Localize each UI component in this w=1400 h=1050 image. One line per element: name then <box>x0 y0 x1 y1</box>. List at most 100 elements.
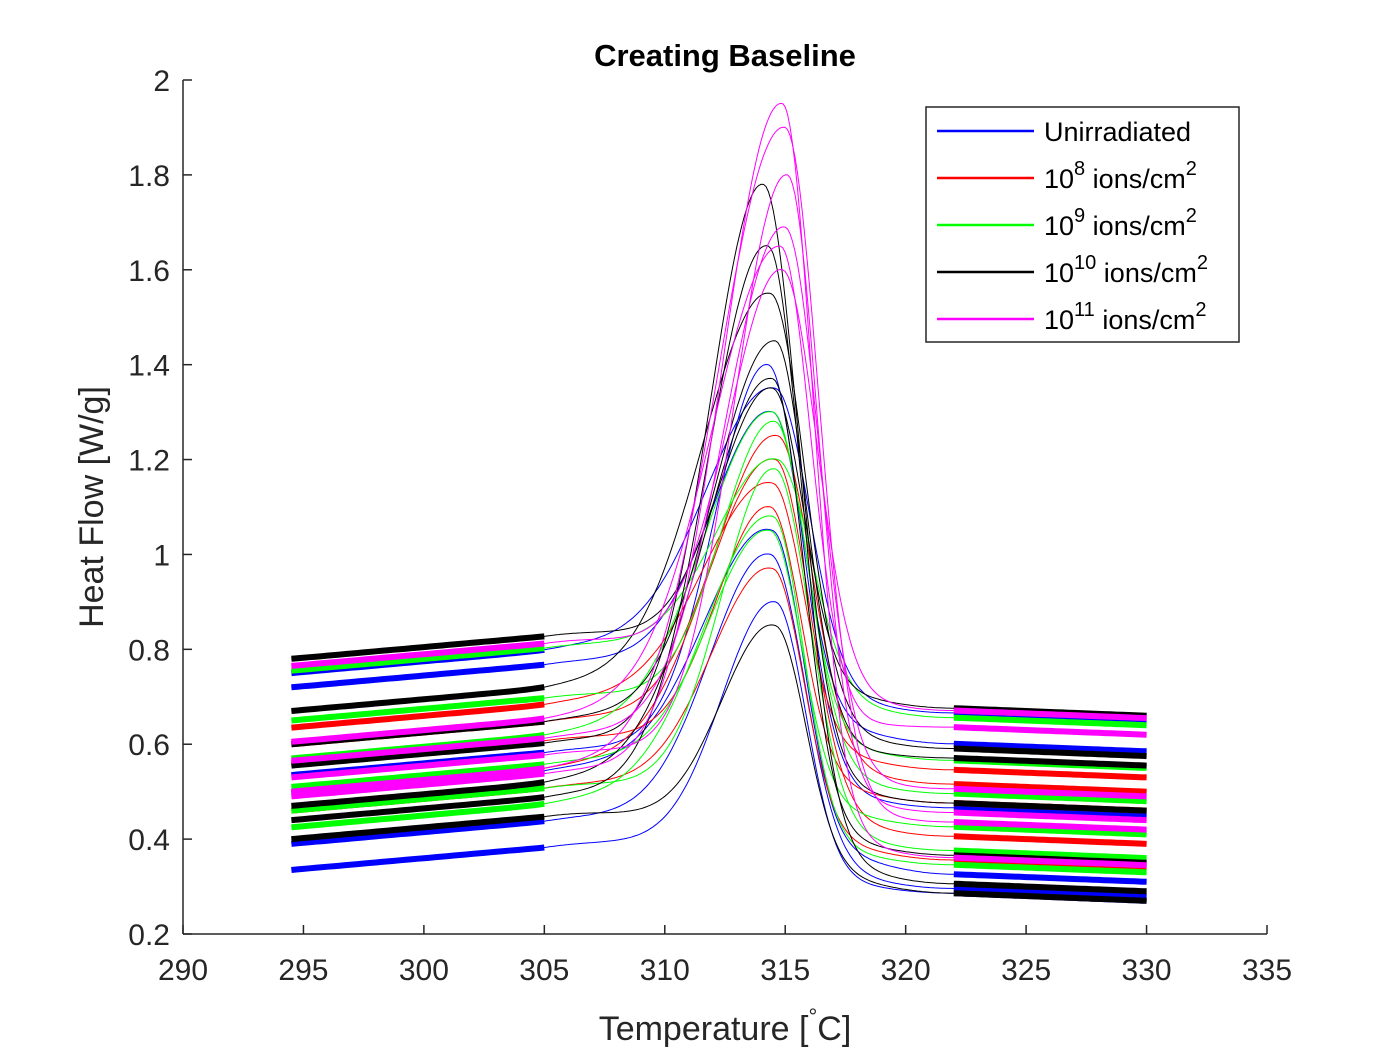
series-line <box>291 387 1147 721</box>
x-tick-label: 315 <box>760 954 810 987</box>
baseline-segment-pre <box>291 640 545 669</box>
y-tick-label: 2 <box>153 65 170 98</box>
axes <box>182 80 1267 935</box>
baseline-segment-pre <box>291 645 545 674</box>
baseline-segment-pre <box>291 752 545 781</box>
baseline-segment-pre <box>291 765 545 795</box>
baseline-segment-post <box>953 785 1147 800</box>
series-line <box>291 387 1147 717</box>
legend-label-part: 2 <box>1195 299 1206 321</box>
y-tick-label: 0.8 <box>128 634 170 667</box>
baseline-segment-post <box>953 819 1147 833</box>
y-tick-label: 0.4 <box>128 824 170 857</box>
legend-label-part: ions/cm <box>1096 258 1197 288</box>
legend-entry: 109 ions/cm2 <box>937 205 1197 241</box>
x-axis-title-pre: Temperature [ <box>599 1010 809 1048</box>
baseline-segment-pre <box>291 661 545 691</box>
baseline-segment-post <box>953 790 1147 805</box>
legend-entry: 1011 ions/cm2 <box>937 299 1206 335</box>
x-axis-title-post: C] <box>817 1010 851 1048</box>
baseline-segment-post <box>953 861 1147 876</box>
legend-label-part: ions/cm <box>1095 305 1196 335</box>
baseline-segment-pre <box>291 785 545 814</box>
baseline-segment-post <box>953 847 1147 862</box>
baseline-segment-pre <box>291 701 545 731</box>
legend-entry: 108 ions/cm2 <box>937 158 1197 194</box>
baseline-segment-post <box>953 740 1147 755</box>
legend-label-part: 10 <box>1044 305 1074 335</box>
baseline-segment-post <box>953 833 1147 847</box>
x-tick-label: 305 <box>519 954 569 987</box>
baseline-segment-pre <box>291 695 545 724</box>
baseline-segment-post <box>953 823 1147 838</box>
baseline-segment-post <box>953 854 1147 869</box>
baseline-segment-post <box>953 755 1147 769</box>
legend-label: Unirradiated <box>1044 117 1191 147</box>
baseline-segment-post <box>953 766 1147 781</box>
x-tick-label: 325 <box>1001 954 1051 987</box>
baseline-segment-post <box>953 804 1147 819</box>
x-tick-label: 310 <box>640 954 690 987</box>
y-tick-label: 0.6 <box>128 729 170 762</box>
baseline-segment-pre <box>291 761 545 790</box>
baseline-segment-post <box>953 707 1147 722</box>
legend-label: 1011 ions/cm2 <box>1044 299 1206 335</box>
x-tick-label: 320 <box>881 954 931 987</box>
x-axis-title-sup: ° <box>808 1004 817 1029</box>
baseline-segment-pre <box>291 779 545 809</box>
series-line <box>291 292 1147 757</box>
x-axis-title: Temperature [°C] <box>599 1004 852 1048</box>
baseline-segment-pre <box>291 818 545 847</box>
y-tick-label: 1.4 <box>128 350 170 383</box>
legend-label-part: 2 <box>1186 158 1197 180</box>
x-tick-label: 290 <box>158 954 208 987</box>
legend-entry: 1010 ions/cm2 <box>937 252 1208 288</box>
y-tick-label: 1.6 <box>128 255 170 288</box>
y-tick-label: 0.2 <box>128 919 170 952</box>
y-tick-label: 1 <box>153 539 170 572</box>
baseline-segment-post <box>953 809 1147 824</box>
legend-label-part: 10 <box>1044 258 1074 288</box>
y-axis-title: Heat Flow [W/g] <box>73 386 111 628</box>
baseline-segment-post <box>953 890 1147 904</box>
legend-label: 109 ions/cm2 <box>1044 205 1197 241</box>
baseline-segment-pre <box>291 740 545 769</box>
baseline-segment-pre <box>291 794 545 824</box>
baseline-segment-post <box>953 871 1147 885</box>
legend-label-part: 11 <box>1074 299 1095 321</box>
legend-label: 1010 ions/cm2 <box>1044 252 1208 288</box>
x-tick-label: 295 <box>278 954 328 987</box>
legend-label-part: Unirradiated <box>1044 117 1191 147</box>
baseline-segment-post <box>953 781 1147 795</box>
baseline-segment-post <box>953 800 1147 814</box>
legend-label-part: 8 <box>1074 158 1085 180</box>
baseline-segment-pre <box>291 715 545 745</box>
x-ticks: 290 295 300 305 310 315 320 325 330 335 <box>158 925 1292 987</box>
legend-label-part: 10 <box>1044 211 1074 241</box>
baseline-segment-pre <box>291 684 545 714</box>
baseline-segment-pre <box>291 800 545 831</box>
baseline-segment-post <box>953 714 1147 729</box>
legend-label-part: ions/cm <box>1085 164 1186 194</box>
plot-area <box>291 102 1147 904</box>
legend-label: 108 ions/cm2 <box>1044 158 1197 194</box>
baseline-segment-post <box>953 724 1147 738</box>
y-tick-label: 1.8 <box>128 160 170 193</box>
legend-entry: Unirradiated <box>937 117 1191 147</box>
legend-label-part: 10 <box>1074 252 1096 274</box>
legend-label-part: 2 <box>1197 252 1208 274</box>
x-tick-label: 300 <box>399 954 449 987</box>
baseline-segment-post <box>953 885 1147 899</box>
legend-label-part: 10 <box>1044 164 1074 194</box>
baseline-segment-pre <box>291 735 545 764</box>
chart-title: Creating Baseline <box>594 38 856 73</box>
legend-label-part: ions/cm <box>1085 211 1186 241</box>
x-tick-label: 330 <box>1122 954 1172 987</box>
baseline-segment-post <box>953 880 1147 895</box>
baseline-segment-pre <box>291 844 545 873</box>
y-tick-label: 1.2 <box>128 445 170 478</box>
legend-label-part: 9 <box>1074 205 1085 227</box>
baseline-segment-pre <box>291 813 545 843</box>
